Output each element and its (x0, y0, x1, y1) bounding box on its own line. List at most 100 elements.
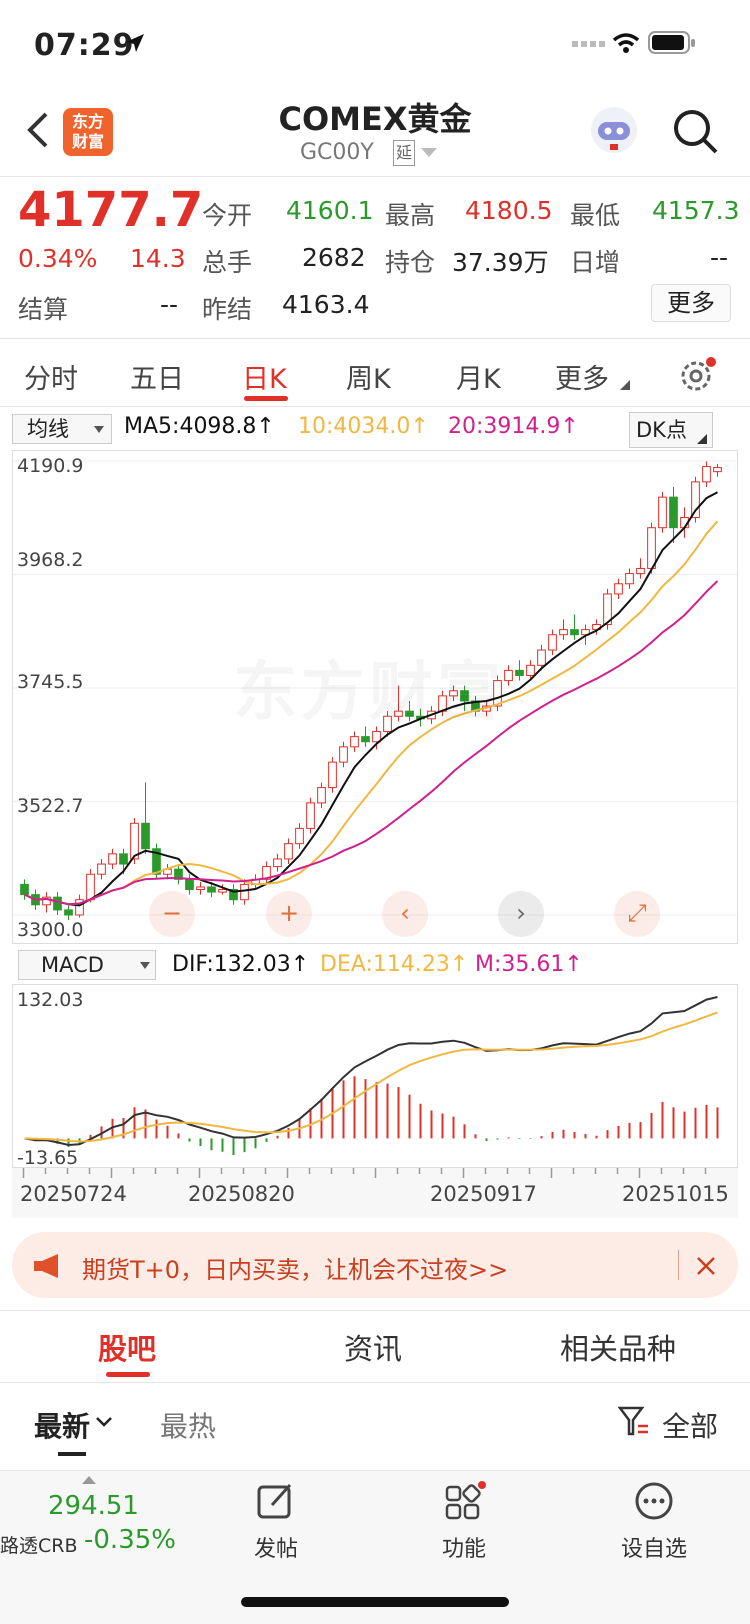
corner-caret-icon (620, 380, 630, 390)
promo-banner[interactable]: 期货T+0，日内买卖，让机会不过夜>> (12, 1232, 738, 1298)
macd-axis-bottom: -13.65 (17, 1147, 79, 1169)
candle-body (647, 527, 656, 569)
candle-body (229, 889, 238, 901)
scroll-left-button[interactable]: ‹ (382, 891, 428, 937)
volume-label: 总手 (202, 248, 253, 277)
candle-body (152, 848, 161, 875)
more-button[interactable]: 更多 (651, 284, 731, 322)
sort-indicator (58, 1452, 86, 1456)
grid-icon (445, 1481, 486, 1520)
candle-body (405, 710, 414, 717)
candle-body (515, 669, 524, 676)
candle-body (691, 481, 700, 519)
location-arrow-icon (126, 34, 144, 52)
ma10-line (24, 520, 719, 906)
open-value: 4160.1 (286, 196, 374, 225)
search-icon[interactable] (672, 108, 720, 156)
caret-up-icon[interactable] (82, 1475, 96, 1485)
zoom-out-button[interactable]: − (149, 891, 195, 937)
sort-hot[interactable]: 最热 (160, 1410, 217, 1443)
price-axis-label: 3968.2 (17, 549, 84, 571)
filter-icon[interactable] (618, 1404, 650, 1440)
tab-daily-k[interactable]: 日K (242, 364, 287, 395)
candle-body (669, 496, 678, 529)
robot-assistant-icon[interactable] (588, 104, 640, 156)
macd-chart[interactable]: 132.03 -13.65 (12, 984, 738, 1169)
settings-gear-icon[interactable] (678, 356, 718, 396)
high-value: 4180.5 (465, 196, 553, 225)
last-price: 4177.7 (18, 182, 204, 238)
settle-label: 结算 (18, 295, 69, 324)
fullscreen-button[interactable]: ⤢ (614, 891, 660, 937)
candle-body (174, 868, 183, 880)
dk-point-button[interactable]: DK点 (629, 412, 713, 448)
tab-forum[interactable]: 股吧 (98, 1332, 157, 1366)
candle-body (636, 567, 645, 575)
candle-body (460, 690, 469, 702)
candle-body (493, 680, 502, 707)
candle-body (625, 573, 634, 585)
volume-value: 2682 (302, 243, 366, 272)
candle-body (196, 886, 205, 891)
contract-code[interactable]: GC00Y (300, 140, 374, 165)
status-time: 07:29 (34, 28, 135, 63)
open-interest-label: 持仓 (385, 248, 436, 277)
dropdown-arrow-icon (140, 962, 150, 969)
candle-body (130, 822, 139, 860)
tab-related[interactable]: 相关品种 (560, 1332, 677, 1366)
price-axis-label: 3745.5 (17, 671, 84, 693)
zoom-in-button[interactable]: + (266, 891, 312, 937)
functions-button[interactable]: 功能 (424, 1481, 504, 1563)
back-icon[interactable] (24, 110, 50, 150)
m-value: M:35.61↑ (475, 952, 583, 977)
ma10-value: 10:4034.0↑ (298, 414, 429, 439)
crb-index-value[interactable]: 294.51 (48, 1491, 139, 1521)
date-label: 20250917 (430, 1182, 537, 1206)
macd-svg (24, 996, 719, 1155)
edit-icon (257, 1483, 292, 1519)
price-axis-label: 3522.7 (17, 795, 84, 817)
active-tab-indicator (244, 396, 288, 401)
candle-body (108, 853, 117, 865)
tab-monthly-k[interactable]: 月K (456, 364, 501, 395)
candle-body (658, 496, 667, 529)
crb-index-name[interactable]: 路透CRB (0, 1535, 78, 1557)
sort-latest[interactable]: 最新 (34, 1410, 91, 1443)
candle-body (328, 761, 337, 789)
open-label: 今开 (202, 201, 253, 230)
tab-weekly-k[interactable]: 周K (346, 364, 391, 395)
prev-settle-value: 4163.4 (282, 290, 370, 319)
candle-body (713, 467, 722, 473)
close-icon[interactable] (696, 1256, 716, 1276)
tab-intraday[interactable]: 分时 (24, 364, 78, 395)
cellular-signal-icon (572, 41, 605, 47)
candle-body (240, 883, 249, 901)
add-watchlist-button[interactable]: 设自选 (612, 1481, 696, 1563)
macd-selector[interactable]: MACD (18, 950, 156, 980)
price-axis-label: 3300.0 (17, 919, 84, 941)
dif-value: DIF:132.03↑ (172, 952, 310, 977)
post-button[interactable]: 发帖 (236, 1481, 316, 1563)
tab-news[interactable]: 资讯 (344, 1332, 403, 1366)
eastmoney-logo: 东方 财富 (63, 108, 113, 156)
ma-selector[interactable]: 均线 (12, 414, 112, 444)
candle-body (262, 866, 271, 880)
filter-all[interactable]: 全部 (662, 1410, 719, 1443)
candle-body (526, 664, 535, 676)
page-title: COMEX黄金 (278, 100, 472, 138)
candle-body (570, 629, 579, 636)
dropdown-caret-icon[interactable] (421, 148, 437, 158)
kline-svg (13, 460, 737, 921)
tab-five-day[interactable]: 五日 (130, 364, 184, 395)
home-indicator (241, 1597, 509, 1607)
promo-text: 期货T+0，日内买卖，让机会不过夜>> (82, 1256, 509, 1284)
delay-badge: 延 (393, 140, 415, 166)
daily-increase-label: 日增 (570, 248, 621, 277)
tab-more[interactable]: 更多 (555, 364, 609, 395)
candle-body (20, 883, 29, 896)
candle-body (449, 690, 458, 697)
scroll-right-button[interactable]: › (498, 891, 544, 937)
crb-index-change[interactable]: -0.35% (84, 1525, 176, 1555)
